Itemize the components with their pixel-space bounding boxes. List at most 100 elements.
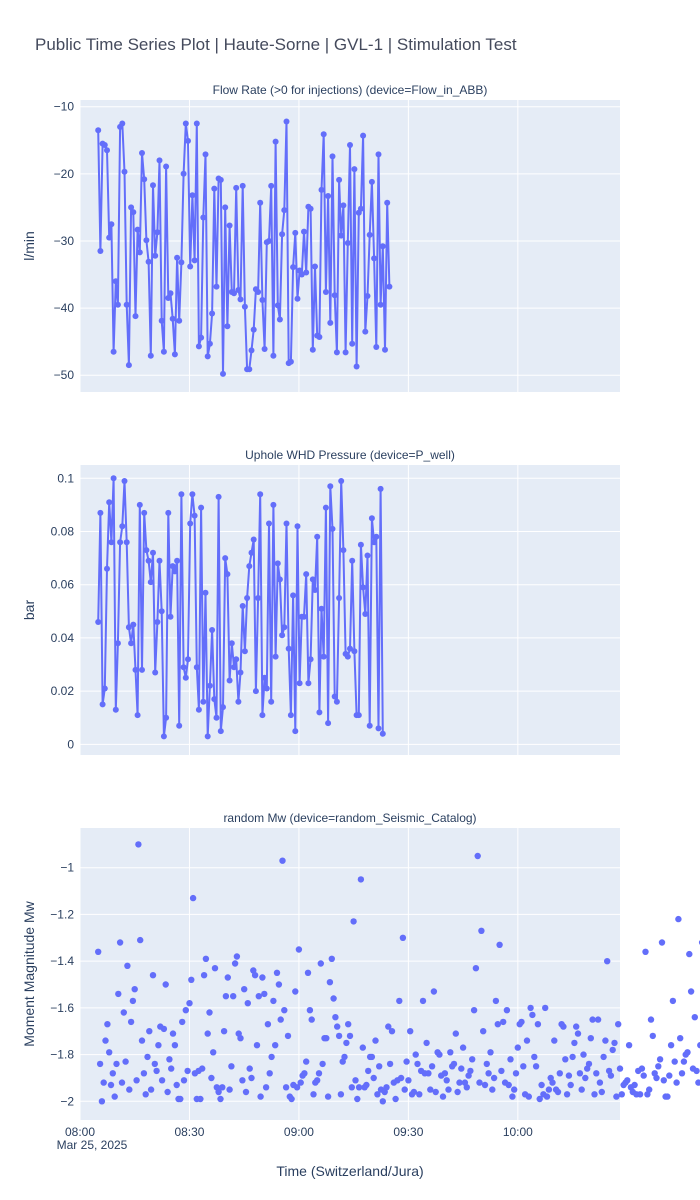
data-point xyxy=(523,1037,531,1044)
data-point xyxy=(141,176,148,183)
subplot-1: −10 −20 −30 −40 −50 Flow Rate (>0 for injecti… xyxy=(21,83,620,392)
data-point xyxy=(237,296,244,303)
data-point xyxy=(133,1077,140,1084)
data-point xyxy=(266,238,272,244)
data-point xyxy=(405,1077,412,1084)
data-point xyxy=(646,1086,653,1093)
data-point xyxy=(374,1091,381,1098)
data-point xyxy=(320,131,327,138)
data-point xyxy=(673,1079,680,1086)
subplot-2: 0 0.02 0.04 0.06 0.08 0.1 Uphole WHD Pressure … xyxy=(21,448,620,755)
data-point xyxy=(684,1049,691,1056)
data-point xyxy=(293,1084,301,1091)
data-point xyxy=(693,1067,700,1075)
y-tick-label: 0.04 xyxy=(51,631,75,645)
data-point xyxy=(241,986,248,993)
data-point xyxy=(330,995,337,1002)
data-point xyxy=(385,1023,392,1030)
data-point xyxy=(591,1091,598,1098)
data-point xyxy=(349,557,356,564)
data-point xyxy=(110,348,117,355)
data-point xyxy=(116,939,124,946)
data-point xyxy=(371,255,378,262)
data-point xyxy=(231,664,237,671)
data-point xyxy=(130,621,137,628)
data-point xyxy=(377,301,384,308)
data-point xyxy=(106,499,113,506)
data-point xyxy=(108,539,115,546)
data-point xyxy=(560,1023,567,1030)
data-point xyxy=(624,1077,631,1084)
data-point xyxy=(241,648,248,655)
data-point xyxy=(554,1088,562,1096)
data-point xyxy=(255,993,262,1000)
data-point xyxy=(598,1088,605,1096)
data-point xyxy=(419,997,427,1005)
data-point xyxy=(123,301,130,308)
data-point xyxy=(144,1053,151,1061)
data-point xyxy=(357,876,365,883)
data-point xyxy=(246,366,253,373)
data-point xyxy=(379,1098,386,1105)
data-point xyxy=(543,1093,551,1100)
data-point xyxy=(248,1074,255,1082)
data-point xyxy=(344,653,351,660)
data-point xyxy=(128,640,135,647)
data-point xyxy=(306,1007,314,1014)
data-point xyxy=(145,557,152,564)
data-point xyxy=(368,515,375,522)
data-point xyxy=(625,1042,633,1049)
data-point xyxy=(111,1093,118,1100)
data-point xyxy=(150,549,156,556)
data-point xyxy=(281,207,288,214)
data-point xyxy=(178,259,185,266)
data-point xyxy=(193,664,200,671)
data-point xyxy=(281,624,288,631)
data-point xyxy=(239,182,246,189)
data-point xyxy=(284,1032,292,1040)
data-point xyxy=(340,202,347,209)
data-point xyxy=(304,969,312,976)
data-point xyxy=(241,303,248,310)
data-point xyxy=(158,1077,166,1084)
data-point xyxy=(310,1091,317,1098)
data-point xyxy=(322,504,329,511)
data-point xyxy=(578,1086,585,1093)
subplot-3: −1 −1.2 −1.4 −1.6 −1.8 −2 random Mw (device=ra… xyxy=(21,811,700,1139)
data-point xyxy=(653,1074,660,1082)
data-point xyxy=(384,199,391,206)
data-point xyxy=(95,127,102,134)
data-point xyxy=(656,1056,664,1063)
data-point xyxy=(335,1032,343,1040)
data-point xyxy=(98,1098,106,1105)
data-point xyxy=(147,579,154,586)
x-date-label: Mar 25, 2025 xyxy=(57,1138,128,1152)
data-point xyxy=(97,509,104,516)
data-point xyxy=(594,1016,602,1023)
data-point xyxy=(332,1014,339,1021)
data-point xyxy=(160,1025,168,1033)
data-point xyxy=(316,709,323,716)
data-point xyxy=(151,1060,158,1068)
data-point xyxy=(363,1081,370,1089)
data-point xyxy=(257,491,264,498)
data-point xyxy=(373,533,380,540)
data-point xyxy=(142,1091,149,1098)
y-tick-label: 0.06 xyxy=(51,578,75,592)
data-point xyxy=(362,611,369,617)
data-point xyxy=(317,960,324,967)
data-point xyxy=(297,1079,304,1086)
data-point xyxy=(177,1095,184,1103)
data-point xyxy=(224,323,231,330)
data-point xyxy=(156,557,163,564)
data-point xyxy=(334,1023,341,1030)
data-point xyxy=(294,295,301,302)
y-tick-label: −20 xyxy=(54,167,75,181)
data-point xyxy=(263,685,270,692)
data-point xyxy=(529,1011,536,1019)
data-point xyxy=(125,624,132,631)
data-point xyxy=(691,1014,698,1021)
data-point xyxy=(388,1028,396,1035)
data-point xyxy=(333,698,340,705)
series-line xyxy=(97,120,391,375)
